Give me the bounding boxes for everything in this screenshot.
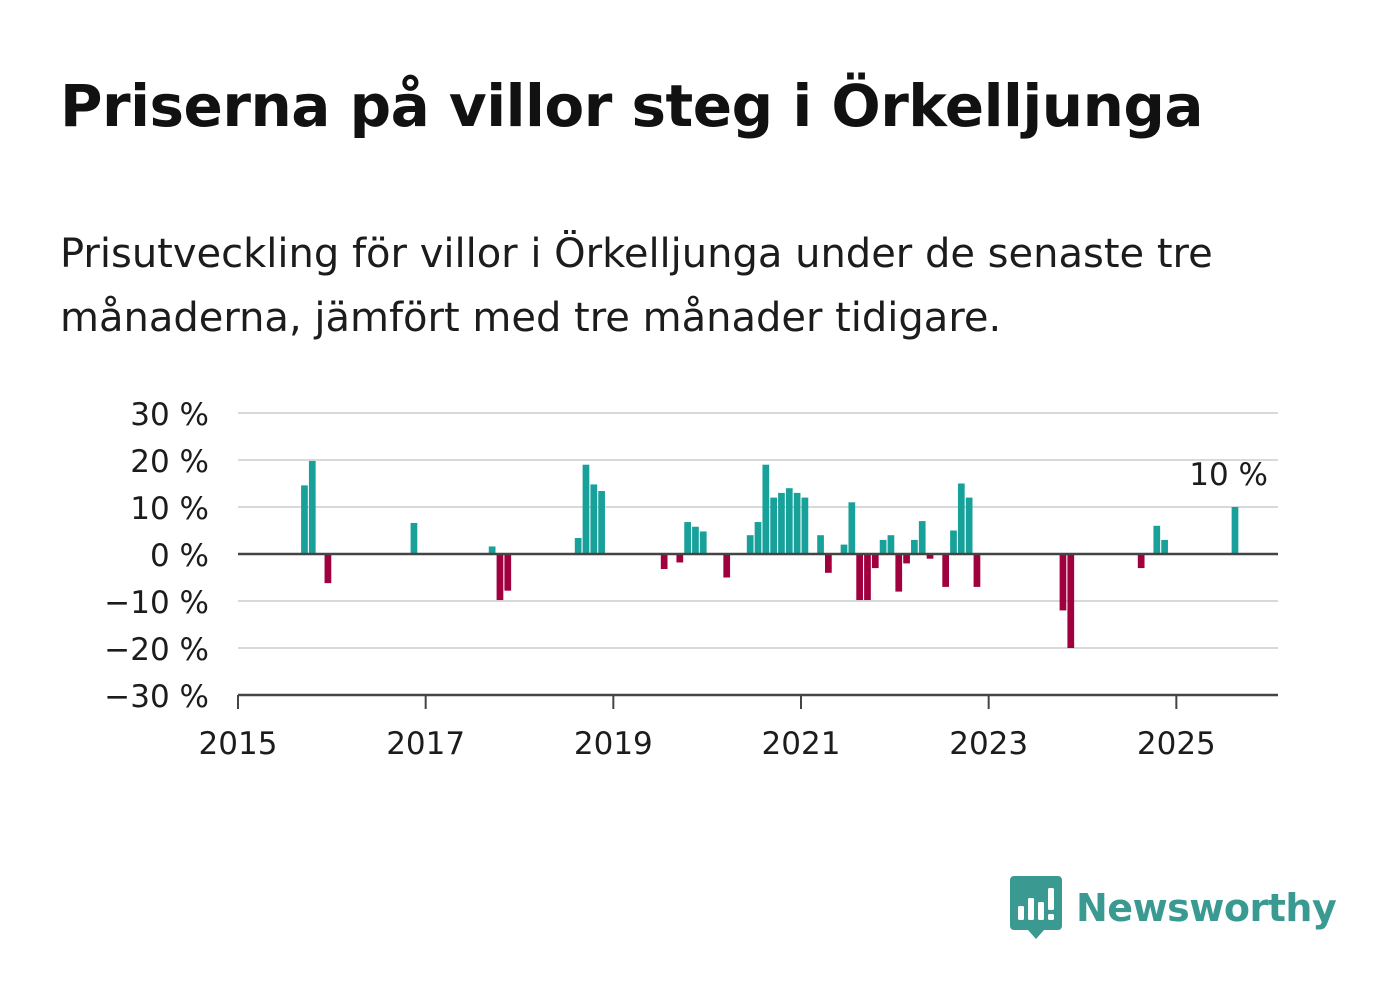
bar	[676, 554, 684, 563]
x-tick-label: 2015	[199, 726, 278, 762]
chart-title: Priserna på villor steg i Örkelljunga	[60, 72, 1204, 140]
x-tick-label: 2019	[574, 726, 653, 762]
bars	[301, 460, 1239, 648]
bar	[856, 554, 864, 601]
bar	[1137, 554, 1145, 569]
bar	[488, 546, 496, 554]
bar	[879, 539, 887, 554]
bar	[864, 554, 871, 601]
bar	[723, 554, 731, 578]
newsworthy-logo: Newsworthy	[1010, 876, 1337, 940]
tick-labels: 30 % 20 % 10 % 0 % −10 % −20 % −30 % 2015 2017 20…	[104, 397, 1268, 762]
y-tick-label: 10 %	[130, 491, 209, 527]
bar	[801, 497, 809, 554]
bar	[582, 464, 590, 554]
bar	[754, 522, 762, 554]
bar	[785, 488, 793, 554]
bar	[918, 521, 926, 554]
bar	[957, 483, 965, 554]
gridlines	[238, 412, 1278, 649]
bar	[965, 497, 973, 554]
bar	[762, 464, 770, 554]
bar	[699, 531, 707, 554]
bar	[770, 497, 777, 554]
y-tick-label: −10 %	[104, 585, 209, 621]
bar	[942, 554, 950, 587]
bar	[817, 535, 824, 554]
bar	[598, 491, 605, 554]
bar	[324, 554, 332, 584]
bar	[778, 492, 785, 554]
bar	[692, 526, 699, 554]
bar	[848, 502, 856, 554]
bar	[1153, 525, 1161, 554]
bar	[926, 554, 934, 559]
bar	[895, 554, 903, 592]
bar	[973, 554, 981, 587]
bar	[840, 544, 848, 554]
bar	[684, 522, 691, 554]
x-tick-label: 2017	[386, 726, 465, 762]
newsworthy-chart-icon	[1010, 876, 1062, 939]
y-tick-label: 20 %	[130, 444, 209, 480]
bar	[574, 538, 582, 554]
axes	[237, 552, 1278, 709]
bar	[1067, 554, 1075, 648]
bar	[950, 530, 957, 554]
bar	[1059, 554, 1067, 611]
y-tick-label: 0 %	[150, 538, 209, 574]
bar	[871, 554, 879, 569]
bar	[1231, 507, 1239, 554]
x-tick-label: 2023	[949, 726, 1028, 762]
brand-name: Newsworthy	[1076, 886, 1337, 930]
y-tick-label: −30 %	[104, 679, 209, 715]
bar	[496, 554, 504, 601]
latest-value-label: 10 %	[1189, 457, 1268, 493]
x-tick-label: 2025	[1137, 726, 1216, 762]
y-tick-label: 30 %	[130, 397, 209, 433]
bar	[903, 554, 910, 564]
bar	[887, 535, 895, 554]
bar	[911, 539, 918, 554]
bar	[793, 492, 801, 554]
bar	[746, 535, 754, 554]
bar	[504, 554, 512, 591]
chart-subtitle: Prisutveckling för villor i Örkelljunga …	[60, 231, 1213, 341]
bar	[308, 460, 316, 554]
bar	[1161, 539, 1168, 554]
bar	[825, 554, 832, 573]
x-tick-label: 2021	[762, 726, 841, 762]
bar	[301, 485, 308, 554]
y-tick-label: −20 %	[104, 632, 209, 668]
bar	[410, 522, 418, 554]
bar	[660, 554, 668, 570]
bar	[590, 484, 598, 554]
